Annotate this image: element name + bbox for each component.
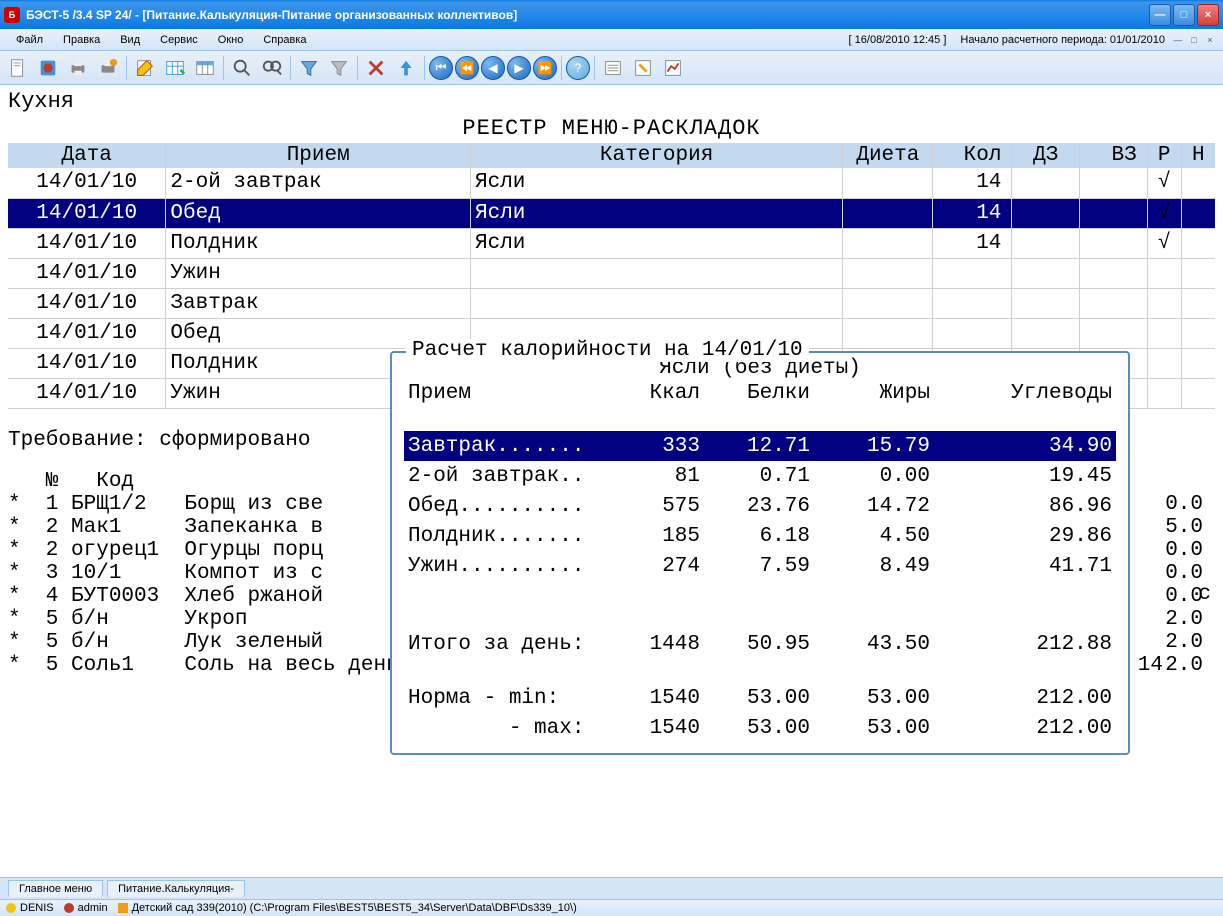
minimize-button[interactable]: — xyxy=(1149,4,1171,26)
calc-col-carb: Углеводы xyxy=(934,380,1116,407)
menu-service[interactable]: Сервис xyxy=(150,32,208,48)
tb-grid-icon[interactable] xyxy=(191,54,219,82)
calc-row[interactable]: Ужин..........2747.598.4941.71 xyxy=(404,551,1116,581)
calc-row[interactable]: Полдник.......1856.184.5029.86 xyxy=(404,521,1116,551)
calc-row[interactable]: Завтрак.......33312.7115.7934.90 xyxy=(404,431,1116,461)
calc-norm-min-row: Норма - min:154053.0053.00212.00 xyxy=(404,683,1116,713)
tb-nav-prev-icon[interactable]: ⏪ xyxy=(455,56,479,80)
menu-file[interactable]: Файл xyxy=(6,32,53,48)
app-icon: Б xyxy=(4,7,20,23)
toolbar: ⏮ ⏪ ◀ ▶ ⏩ ? xyxy=(0,51,1223,85)
status-user1: DENIS xyxy=(20,902,54,914)
registry-title: РЕЕСТР МЕНЮ-РАСКЛАДОК xyxy=(8,116,1215,141)
menu-clock: [ 16/08/2010 12:45 ] xyxy=(849,34,947,46)
menu-help[interactable]: Справка xyxy=(253,32,316,48)
status-path: Детский сад 339(2010) (C:\Program Files\… xyxy=(132,902,577,914)
tb-note-icon[interactable] xyxy=(629,54,657,82)
tb-print-icon[interactable] xyxy=(64,54,92,82)
window-title: БЭСТ-5 /3.4 SP 24/ - [Питание.Калькуляци… xyxy=(26,8,1149,22)
calc-norm-max-row: - max:154053.0053.00212.00 xyxy=(404,713,1116,743)
tb-chart-icon[interactable] xyxy=(659,54,687,82)
col-n[interactable]: Н xyxy=(1181,143,1215,168)
tb-search-next-icon[interactable] xyxy=(258,54,286,82)
col-category[interactable]: Категория xyxy=(470,143,842,168)
close-button[interactable]: × xyxy=(1197,4,1219,26)
user-icon xyxy=(6,903,16,913)
db-icon xyxy=(118,903,128,913)
calorie-popup: Расчет калорийности на 14/01/10 Ясли (бе… xyxy=(390,351,1130,755)
tb-doc-icon[interactable] xyxy=(4,54,32,82)
grid-row[interactable]: 14/01/10Завтрак xyxy=(8,288,1215,318)
tb-up-icon[interactable] xyxy=(392,54,420,82)
col-r[interactable]: Р xyxy=(1147,143,1181,168)
grid-row[interactable]: 14/01/102-ой завтракЯсли14√ xyxy=(8,168,1215,198)
tb-db-icon[interactable] xyxy=(34,54,62,82)
col-diet[interactable]: Диета xyxy=(843,143,933,168)
grid-row[interactable]: 14/01/10Ужин xyxy=(8,258,1215,288)
tab-calc[interactable]: Питание.Калькуляция- xyxy=(107,880,245,897)
calc-col-prot: Белки xyxy=(704,380,814,407)
tb-nav-fwd-icon[interactable]: ▶ xyxy=(507,56,531,80)
tb-print2-icon[interactable] xyxy=(94,54,122,82)
kitchen-label: Кухня xyxy=(8,89,1215,114)
document-tabs: Главное меню Питание.Калькуляция- xyxy=(0,877,1223,899)
tb-delete-icon[interactable] xyxy=(362,54,390,82)
window-buttons: — □ × xyxy=(1149,4,1219,26)
tb-nav-back-icon[interactable]: ◀ xyxy=(481,56,505,80)
tb-nav-first-icon[interactable]: ⏮ xyxy=(429,56,453,80)
calc-row[interactable]: Обед..........57523.7614.7286.96 xyxy=(404,491,1116,521)
calc-title: Расчет калорийности на 14/01/10 xyxy=(406,339,809,362)
tab-main[interactable]: Главное меню xyxy=(8,880,103,897)
col-date[interactable]: Дата xyxy=(8,143,166,168)
menu-period: Начало расчетного периода: 01/01/2010 xyxy=(960,34,1165,46)
mdi-minimize-icon[interactable]: — xyxy=(1171,33,1185,47)
col-header-c: с xyxy=(1198,583,1211,606)
col-vz[interactable]: ВЗ xyxy=(1080,143,1148,168)
calc-table[interactable]: Прием Ккал Белки Жиры Углеводы Завтрак..… xyxy=(404,380,1116,743)
calc-col-meal: Прием xyxy=(404,380,604,407)
mdi-close-icon[interactable]: × xyxy=(1203,33,1217,47)
calc-col-kcal: Ккал xyxy=(604,380,704,407)
tb-search-icon[interactable] xyxy=(228,54,256,82)
grid-row[interactable]: 14/01/10ПолдникЯсли14√ xyxy=(8,228,1215,258)
tb-nav-next-icon[interactable]: ⏩ xyxy=(533,56,557,80)
tb-edit-icon[interactable] xyxy=(131,54,159,82)
calc-row[interactable]: 2-ой завтрак..810.710.0019.45 xyxy=(404,461,1116,491)
titlebar: Б БЭСТ-5 /3.4 SP 24/ - [Питание.Калькуля… xyxy=(0,0,1223,29)
tb-table-icon[interactable] xyxy=(161,54,189,82)
tb-help-icon[interactable]: ? xyxy=(566,56,590,80)
admin-icon xyxy=(64,903,74,913)
maximize-button[interactable]: □ xyxy=(1173,4,1195,26)
menu-view[interactable]: Вид xyxy=(110,32,150,48)
menu-edit[interactable]: Правка xyxy=(53,32,110,48)
col-dz[interactable]: ДЗ xyxy=(1012,143,1080,168)
tb-list-icon[interactable] xyxy=(599,54,627,82)
tb-filter-off-icon[interactable] xyxy=(325,54,353,82)
calc-col-fat: Жиры xyxy=(814,380,934,407)
grid-row[interactable]: 14/01/10ОбедЯсли14√ xyxy=(8,198,1215,228)
menubar: Файл Правка Вид Сервис Окно Справка [ 16… xyxy=(0,29,1223,51)
status-user2: admin xyxy=(78,902,108,914)
mdi-restore-icon[interactable]: □ xyxy=(1187,33,1201,47)
menu-window[interactable]: Окно xyxy=(208,32,254,48)
workspace: Кухня РЕЕСТР МЕНЮ-РАСКЛАДОК Дата Прием К… xyxy=(0,85,1223,875)
statusbar: DENIS admin Детский сад 339(2010) (C:\Pr… xyxy=(0,899,1223,916)
col-qty[interactable]: Кол xyxy=(933,143,1012,168)
col-meal[interactable]: Прием xyxy=(166,143,471,168)
calc-total-row: Итого за день:144850.9543.50212.88 xyxy=(404,629,1116,659)
tb-filter-icon[interactable] xyxy=(295,54,323,82)
